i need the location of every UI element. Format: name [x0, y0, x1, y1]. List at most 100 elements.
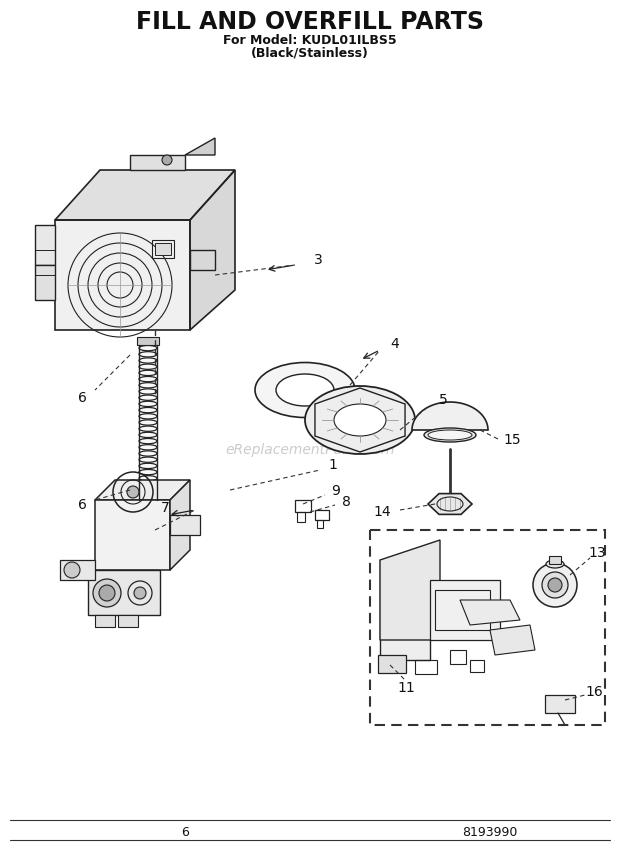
Bar — [155, 243, 171, 255]
Ellipse shape — [424, 428, 476, 442]
Polygon shape — [190, 250, 215, 270]
Text: 6: 6 — [181, 825, 189, 839]
Ellipse shape — [139, 346, 157, 351]
Ellipse shape — [139, 371, 157, 376]
Ellipse shape — [139, 451, 157, 456]
Ellipse shape — [139, 469, 157, 475]
Bar — [95, 615, 115, 627]
Bar — [123, 495, 139, 510]
Polygon shape — [428, 494, 472, 514]
Ellipse shape — [139, 352, 157, 357]
Ellipse shape — [139, 377, 157, 382]
Polygon shape — [380, 560, 430, 660]
Ellipse shape — [139, 457, 157, 462]
Bar — [317, 520, 323, 528]
Bar — [297, 512, 305, 522]
Polygon shape — [35, 225, 55, 265]
Bar — [152, 240, 174, 258]
Ellipse shape — [139, 419, 157, 425]
Ellipse shape — [139, 476, 157, 481]
Polygon shape — [95, 500, 170, 570]
Ellipse shape — [139, 395, 157, 401]
Ellipse shape — [305, 386, 415, 454]
Ellipse shape — [428, 430, 472, 440]
Circle shape — [548, 578, 562, 592]
Polygon shape — [35, 265, 55, 300]
Text: 5: 5 — [438, 393, 448, 407]
Bar — [157, 495, 173, 510]
Circle shape — [93, 579, 121, 607]
Ellipse shape — [139, 358, 157, 363]
Ellipse shape — [139, 389, 157, 394]
Text: 8: 8 — [342, 495, 350, 509]
Text: (Black/Stainless): (Black/Stainless) — [251, 46, 369, 60]
Ellipse shape — [139, 407, 157, 413]
Text: 6: 6 — [78, 391, 86, 405]
Text: For Model: KUDL01ILBS5: For Model: KUDL01ILBS5 — [223, 33, 397, 46]
Ellipse shape — [139, 432, 157, 437]
Polygon shape — [185, 138, 215, 155]
Ellipse shape — [255, 362, 355, 418]
Ellipse shape — [139, 463, 157, 468]
Polygon shape — [170, 480, 190, 570]
Ellipse shape — [546, 560, 564, 568]
Text: 6: 6 — [78, 498, 86, 512]
Ellipse shape — [334, 404, 386, 436]
Ellipse shape — [139, 488, 157, 493]
Text: 9: 9 — [332, 484, 340, 498]
Text: 14: 14 — [373, 505, 391, 519]
Text: 15: 15 — [503, 433, 521, 447]
Text: 4: 4 — [391, 337, 399, 351]
Circle shape — [533, 563, 577, 607]
Polygon shape — [88, 570, 160, 615]
Text: 11: 11 — [397, 681, 415, 695]
Circle shape — [542, 572, 568, 598]
Polygon shape — [380, 540, 440, 640]
Bar — [470, 660, 484, 672]
Bar — [415, 660, 437, 674]
Bar — [137, 337, 159, 345]
Bar — [315, 510, 329, 520]
Text: eReplacementParts.com: eReplacementParts.com — [225, 443, 395, 457]
Text: 13: 13 — [588, 546, 606, 560]
Text: FILL AND OVERFILL PARTS: FILL AND OVERFILL PARTS — [136, 10, 484, 34]
Text: 7: 7 — [161, 501, 169, 515]
Circle shape — [99, 585, 115, 601]
Ellipse shape — [139, 494, 157, 500]
Text: 1: 1 — [329, 458, 337, 472]
Bar — [295, 500, 311, 512]
Circle shape — [134, 587, 146, 599]
Polygon shape — [490, 625, 535, 655]
Ellipse shape — [139, 426, 157, 431]
Polygon shape — [60, 560, 95, 580]
Polygon shape — [130, 155, 185, 170]
Ellipse shape — [139, 401, 157, 407]
Polygon shape — [190, 170, 235, 330]
Bar — [370, 530, 605, 725]
Bar — [137, 500, 159, 508]
Text: 16: 16 — [585, 685, 603, 699]
Circle shape — [64, 562, 80, 578]
Ellipse shape — [139, 438, 157, 443]
Polygon shape — [430, 580, 500, 640]
Ellipse shape — [139, 444, 157, 450]
Ellipse shape — [139, 413, 157, 419]
Polygon shape — [55, 170, 235, 220]
Ellipse shape — [139, 364, 157, 369]
Bar — [450, 650, 466, 664]
Bar — [545, 695, 575, 713]
Polygon shape — [95, 480, 190, 500]
Polygon shape — [460, 600, 520, 625]
Circle shape — [127, 486, 139, 498]
Bar — [549, 556, 561, 564]
Polygon shape — [412, 402, 488, 430]
Ellipse shape — [139, 383, 157, 388]
Polygon shape — [170, 515, 200, 535]
Ellipse shape — [276, 374, 334, 406]
Circle shape — [162, 155, 172, 165]
Polygon shape — [55, 220, 190, 330]
Bar — [118, 615, 138, 627]
Text: 8193990: 8193990 — [463, 825, 518, 839]
Ellipse shape — [139, 482, 157, 487]
Bar — [378, 655, 406, 673]
